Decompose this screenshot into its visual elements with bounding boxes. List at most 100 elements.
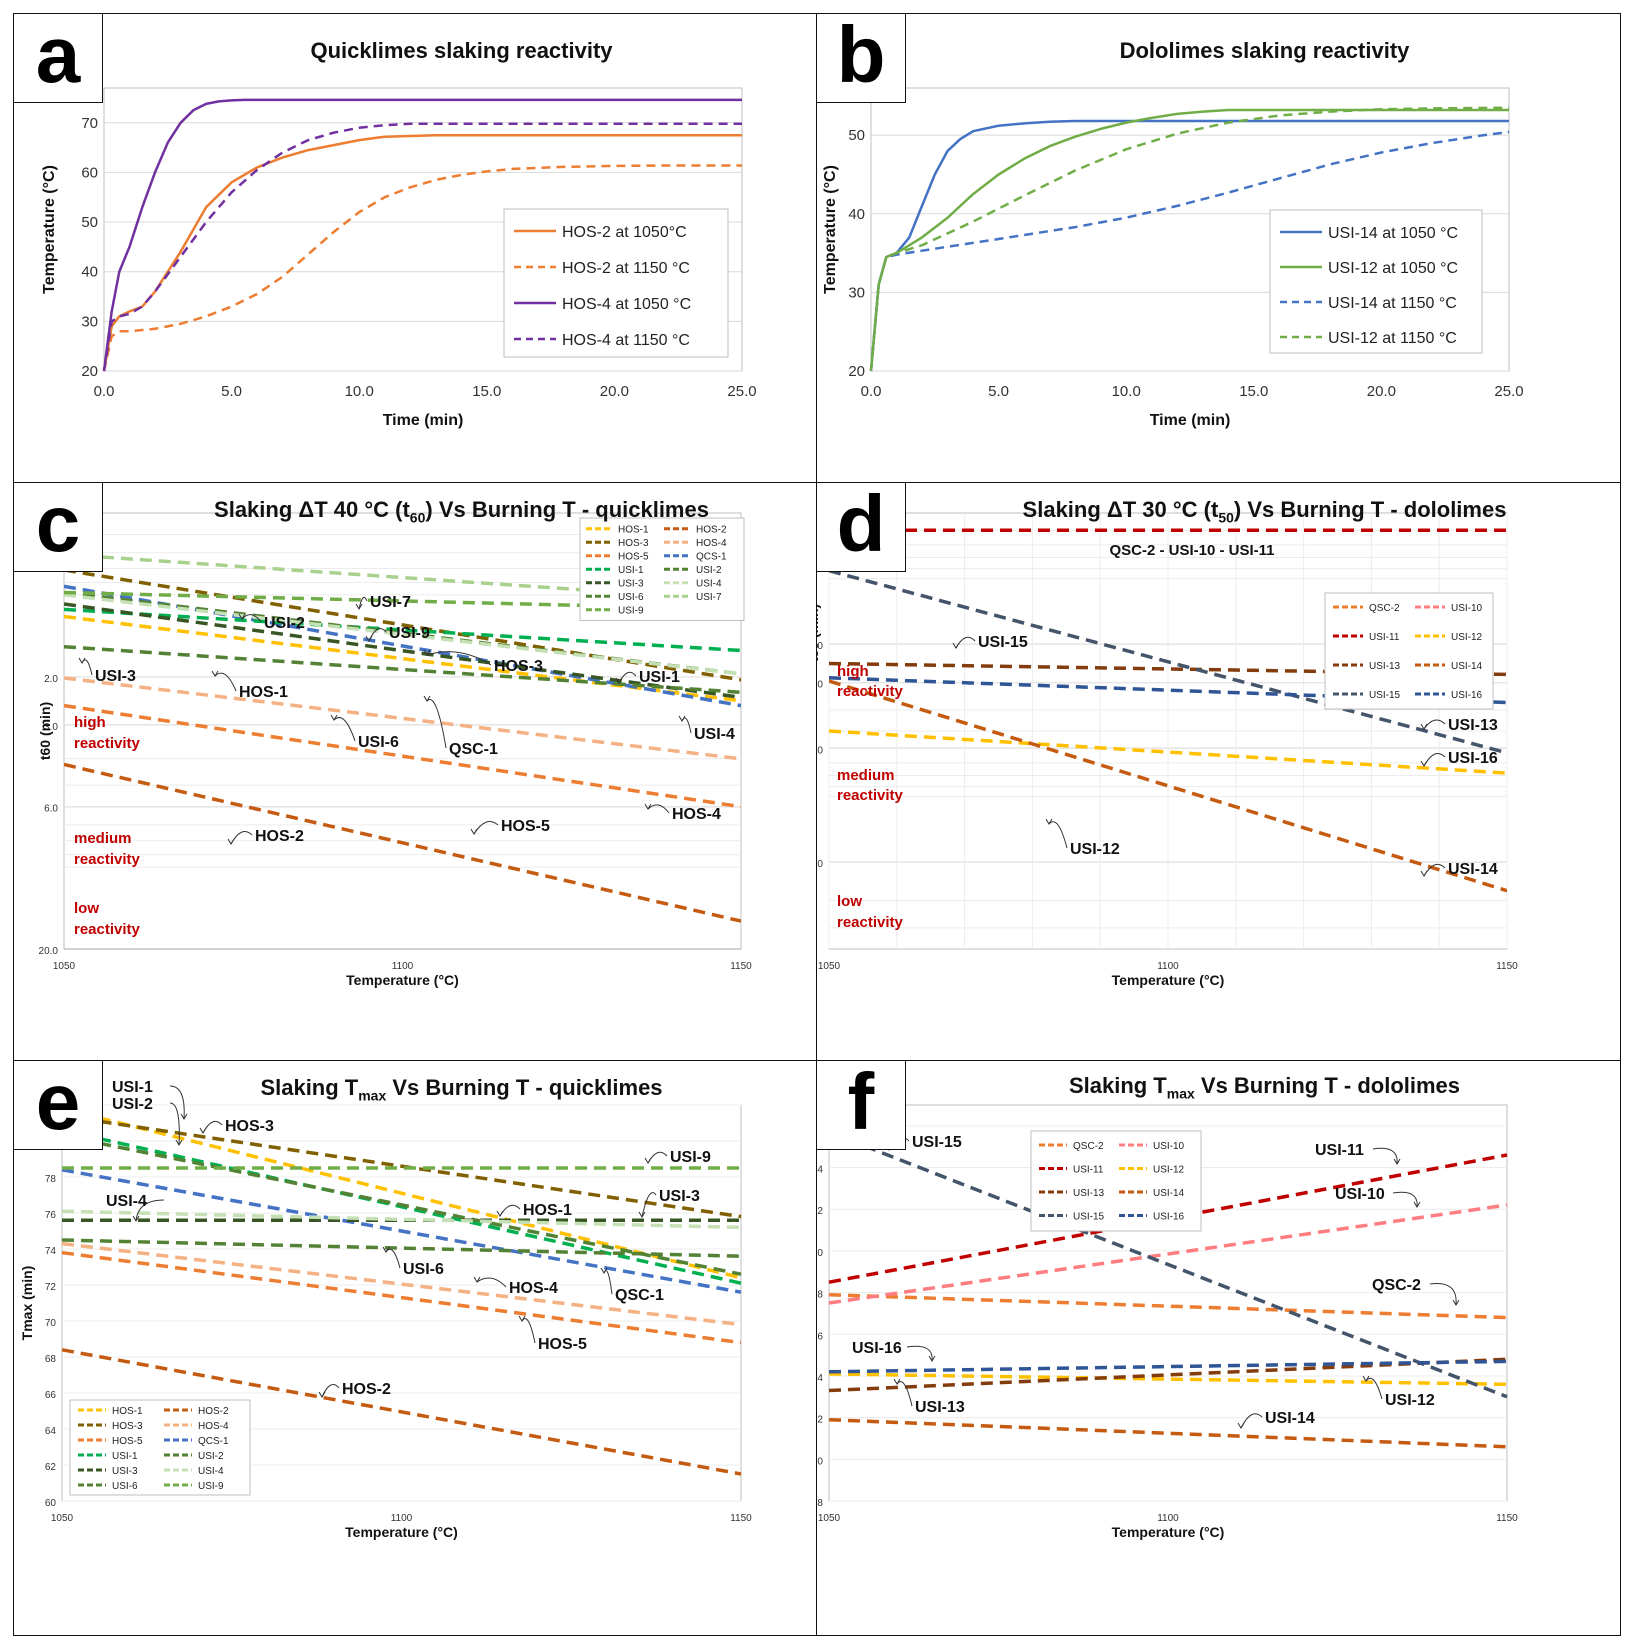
annotation-label-c-usi-3: USI-3 [95,668,136,685]
annotation-label-f-usi-10: USI-10 [1335,1186,1385,1203]
chart-title-e: Slaking Tmax Vs Burning T - quicklimes [104,1075,817,1104]
panel-letter-e: e [14,1061,103,1150]
chart-title-f: Slaking Tmax Vs Burning T - dololimes [907,1073,1620,1101]
annotation-leader-f-usi-10 [1392,1191,1418,1208]
y-tick-label-b: 20 [848,363,865,380]
annotation-label-e-usi-6: USI-6 [403,1261,444,1278]
annotation-leader-f-usi-16 [906,1345,933,1362]
annotation-arrow-c-qsc-1 [423,695,431,702]
annotation-label-e-hos-4: HOS-4 [509,1280,558,1297]
x-tick-label-a: 5.0 [221,383,242,400]
chart-title-d: Slaking ΔT 30 °C (t50) Vs Burning T - do… [907,497,1620,526]
annotation-leader-e-hos-2 [321,1384,340,1398]
series-line-e-usi-2 [61,1133,742,1276]
annotation-arrow-c-hos-5 [470,828,478,835]
annotation-label-f-usi-15: USI-15 [912,1134,962,1151]
annotation-arrow-e-hos-2 [318,1391,326,1398]
annotation-leader-c-usi-7 [358,596,368,610]
x-axis-label-c: Temperature (°C) [346,972,459,988]
annotation-leader-e-hos-3 [202,1120,223,1134]
annotation-label-d-usi-16: USI-16 [1448,750,1498,767]
annotation-arrow-c-usi-2 [238,613,246,620]
series-line-d-usi-14 [829,679,1507,893]
annotation-arrow-c-usi-4 [678,715,686,722]
x-tick-label-b: 10.0 [1112,383,1141,400]
y-tick-label-a: 70 [81,115,98,132]
annotation-leader-e-usi-4 [135,1199,165,1222]
x-tick-label-a: 0.0 [94,383,115,400]
panel-a: 20 30 40 50 60 70 0.0 5.0 10.0 15.0 20.0 25.0 Time (… [13,13,818,484]
annotation-arrow-e-hos-5 [518,1315,526,1322]
y-tick-label-e: 72 [45,1282,57,1293]
y-tick-label-f: 52 [817,1415,823,1426]
series-line-e-hos-4 [61,1241,742,1327]
annotation-arrow-d-usi-16 [1420,760,1428,767]
series-line-e-usi-6 [61,1238,742,1258]
x-tick-label-a: 25.0 [727,383,756,400]
y-tick-label-a: 40 [81,264,98,281]
zone-label-d-0-b: reactivity [837,683,904,700]
annotation-leader-c-hos-1 [214,672,237,692]
annotation-leader-e-qsc-1 [603,1270,613,1295]
annotation-arrow-c-usi-6 [330,714,338,721]
x-axis-label-e: Temperature (°C) [345,1524,458,1540]
series-line-f-qsc-2 [828,1292,1508,1320]
x-tick-label-b: 5.0 [988,383,1009,400]
y-tick-label-d: 3.0 [817,680,823,691]
zone-label-d-0-a: high [837,663,869,680]
series-line-a-hos-2-at-1050-c [102,133,742,372]
x-tick-label-a: 20.0 [600,383,629,400]
panel-e: 606264666870727476788082105011001150Temp… [13,1060,818,1636]
zone-label-c-1-a: medium [74,830,132,847]
annotation-leader-c-hos-3 [426,651,492,666]
legend-entry-d-usi-12: USI-12 [1451,632,1483,643]
annotation-arrow-e-usi-3 [638,1211,646,1218]
legend-entry-c-qcs-1: QCS-1 [696,552,727,563]
series-line-c-hos-4 [64,676,741,761]
y-tick-label-f: 60 [817,1248,823,1259]
chart-title-f-pre: Slaking T [1068,1073,1167,1098]
x-axis-label-f: Temperature (°C) [1112,1524,1225,1540]
chart-d: 2.0 3.0 6.0 20.0 1050 1100 1150 Temperature (°C… [817,512,1518,988]
annotation-arrow-e-usi-9 [644,1157,652,1164]
panel-letter-f: f [817,1061,906,1150]
chart-e: 606264666870727476788082105011001150Temp… [19,1079,752,1540]
legend-entry-e-usi-4: USI-4 [198,1466,224,1477]
annotation-label-f-qsc-2: QSC-2 [1372,1277,1421,1294]
legend-entry-e-usi-1: USI-1 [112,1451,138,1462]
panel-d: 2.0 3.0 6.0 20.0 1050 1100 1150 Temperature (°C… [816,482,1621,1062]
annotation-arrow-d-usi-12 [1045,818,1053,825]
annotation-label-d-usi-15: USI-15 [978,634,1028,651]
annotation-arrow-d-usi-15 [952,642,960,649]
chart-title-c-sub: 60 [409,509,426,526]
annotation-label-f-usi-11: USI-11 [1315,1142,1364,1159]
series-line-c-qcs-1 [64,584,741,708]
legend-entry-e-usi-3: USI-3 [112,1466,138,1477]
y-tick-label-a: 30 [81,313,98,330]
legend-entry-a-hos-2-at-1050-c: HOS-2 at 1050°C [562,224,687,241]
chart-title-d-sub: 50 [1218,509,1234,526]
annotation-label-c-hos-1: HOS-1 [239,684,288,701]
y-tick-label-e: 76 [45,1210,57,1221]
series-line-e-hos-3 [61,1114,742,1219]
legend-entry-c-usi-9: USI-9 [618,606,644,617]
annotation-arrow-e-hos-4 [473,1276,481,1283]
legend-entry-b-usi-12-at-1050-c: USI-12 at 1050 °C [1328,260,1458,277]
series-line-d-usi-15 [829,569,1507,755]
zone-label-c-1-b: reactivity [74,851,141,868]
annotation-label-e-hos-2: HOS-2 [342,1381,391,1398]
annotation-leader-d-usi-15 [955,636,976,649]
annotation-arrow-e-usi-2 [175,1139,183,1146]
zone-label-d-1-b: reactivity [837,787,904,804]
x-tick-label-b: 20.0 [1367,383,1396,400]
y-tick-label-e: 78 [45,1174,57,1185]
x-tick-label-f: 1100 [1157,1513,1179,1524]
legend-box-a [503,208,729,358]
legend-box-b [1269,209,1483,354]
series-line-f-usi-14 [828,1417,1508,1449]
legend-box-e [69,1399,251,1496]
annotation-arrow-f-usi-16 [928,1355,936,1362]
y-tick-label-d: 20.0 [817,859,823,870]
panel-letter-c: c [14,483,103,572]
chart-title-e-sub: max [358,1087,387,1104]
